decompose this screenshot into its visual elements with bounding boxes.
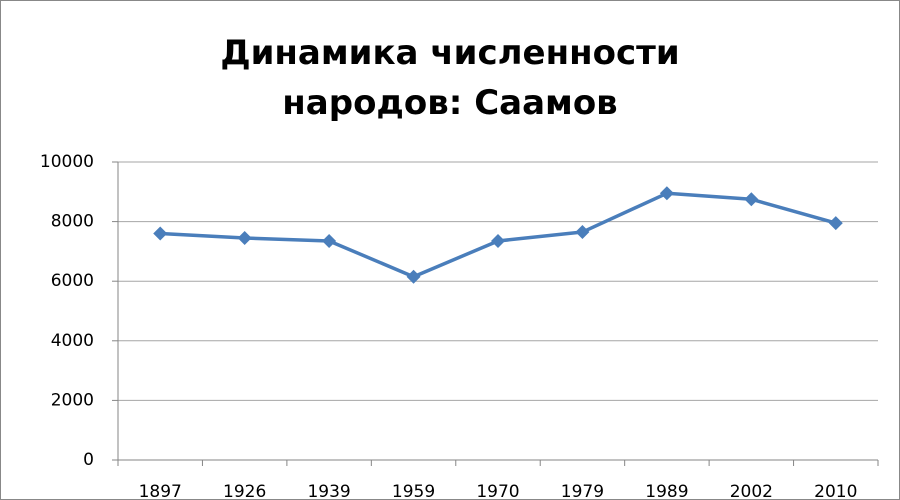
y-tick-label: 2000 — [51, 390, 94, 410]
y-tick-label: 4000 — [51, 331, 94, 351]
marker — [491, 233, 505, 248]
y-tick-label: 10000 — [40, 152, 94, 172]
x-tick-label: 1939 — [307, 482, 350, 500]
x-tick-label: 2010 — [814, 482, 857, 500]
y-tick-label: 8000 — [51, 212, 94, 232]
x-tick-label: 1897 — [139, 482, 182, 500]
marker — [237, 230, 252, 245]
marker — [575, 225, 590, 240]
marker — [322, 233, 337, 248]
y-tick-label: 6000 — [51, 271, 94, 291]
chart-title: Динамика численности народов: Саамов — [220, 33, 680, 123]
x-tick-label: 1926 — [223, 482, 266, 500]
x-tick-label: 1970 — [476, 482, 519, 500]
marker — [744, 192, 759, 207]
marker — [406, 269, 421, 284]
marker — [659, 186, 674, 201]
x-tick-label: 1989 — [645, 482, 688, 500]
x-tick-label: 2002 — [730, 482, 773, 500]
x-tick-label: 1979 — [561, 482, 604, 500]
y-tick-label: 0 — [83, 450, 94, 470]
x-tick-label: 1959 — [392, 482, 435, 500]
marker — [828, 216, 843, 231]
marker — [153, 226, 168, 241]
